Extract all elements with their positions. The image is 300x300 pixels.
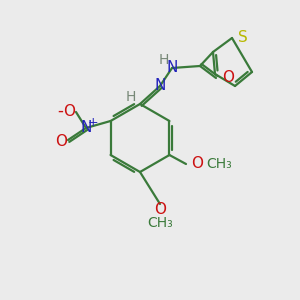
Text: N: N <box>80 121 92 136</box>
Text: -: - <box>57 102 63 120</box>
Text: O: O <box>222 70 234 86</box>
Text: CH₃: CH₃ <box>147 216 173 230</box>
Text: N: N <box>166 61 178 76</box>
Text: H: H <box>159 53 169 67</box>
Text: O: O <box>154 202 166 217</box>
Text: +: + <box>88 116 98 128</box>
Text: S: S <box>238 29 248 44</box>
Text: N: N <box>154 79 166 94</box>
Text: O: O <box>191 157 203 172</box>
Text: CH₃: CH₃ <box>206 157 232 171</box>
Text: O: O <box>55 134 67 148</box>
Text: H: H <box>126 90 136 104</box>
Text: O: O <box>63 103 75 118</box>
